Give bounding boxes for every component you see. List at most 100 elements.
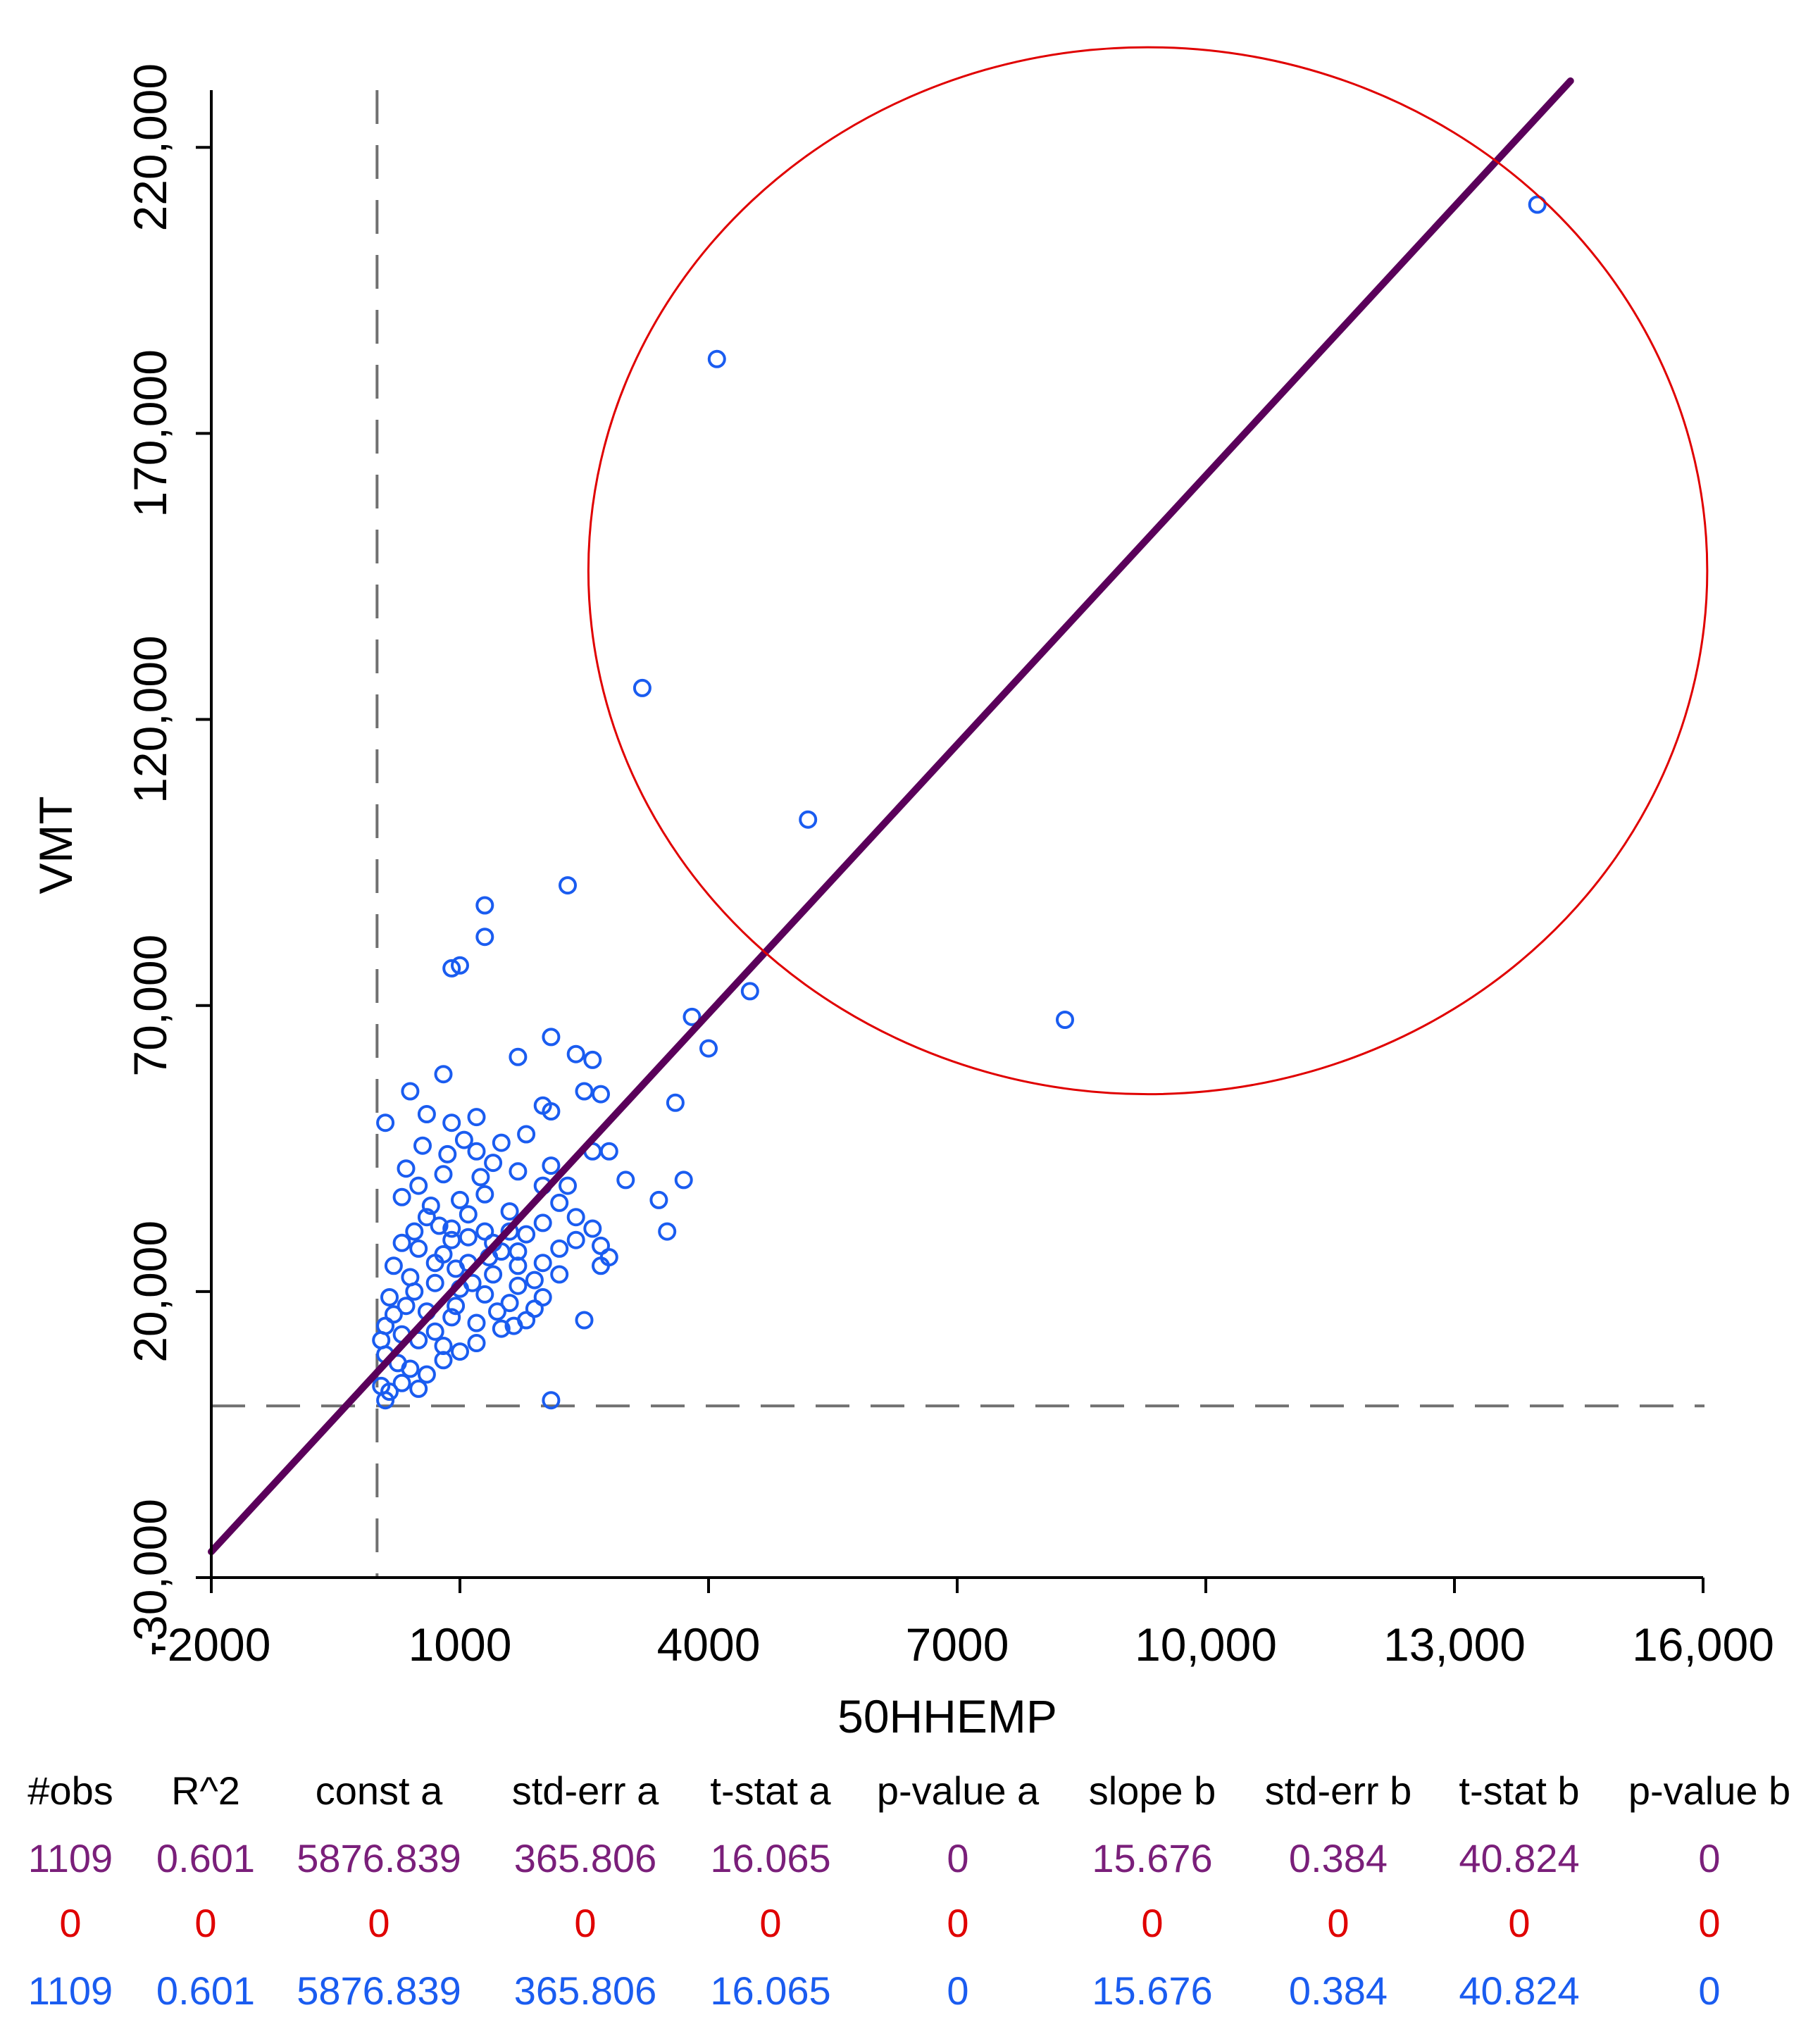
data-point xyxy=(405,1222,424,1241)
data-point xyxy=(550,1265,569,1284)
data-point xyxy=(397,1159,416,1178)
stats-all-cell: 0 xyxy=(947,1968,968,2013)
data-point xyxy=(674,1171,693,1190)
stats-header-cell: t-stat b xyxy=(1459,1768,1579,1813)
stats-header-cell: #obs xyxy=(27,1768,113,1813)
data-point xyxy=(666,1093,685,1112)
data-point xyxy=(509,1162,528,1181)
data-points xyxy=(372,195,1547,1410)
highlight-selection xyxy=(587,46,1709,1096)
data-point xyxy=(740,982,759,1001)
x-tick-label: 7000 xyxy=(906,1618,1009,1671)
data-point xyxy=(471,1168,490,1187)
stats-unselected-cell: 0 xyxy=(574,1901,596,1945)
stats-selected-cell: 5876.839 xyxy=(297,1836,461,1880)
data-point xyxy=(533,1213,552,1232)
stats-selected-cell: 0.601 xyxy=(156,1836,255,1880)
data-point xyxy=(500,1202,519,1221)
data-point xyxy=(583,1050,602,1069)
data-point xyxy=(413,1136,432,1155)
data-point xyxy=(467,1334,486,1352)
stats-unselected-cell: 0 xyxy=(1141,1901,1163,1945)
stats-header-cell: R^2 xyxy=(171,1768,240,1813)
data-point xyxy=(434,1165,453,1184)
y-tick-label: 220,000 xyxy=(124,63,176,232)
x-tick-label: 10,000 xyxy=(1135,1618,1277,1671)
data-point xyxy=(372,1330,391,1349)
data-point xyxy=(509,1047,528,1066)
data-point xyxy=(509,1256,528,1275)
data-point xyxy=(500,1294,519,1313)
data-point xyxy=(401,1359,420,1378)
stats-header-cell: const a xyxy=(316,1768,443,1813)
stats-unselected-cell: 0 xyxy=(759,1901,781,1945)
stats-header-cell: p-value a xyxy=(877,1768,1040,1813)
fit-line xyxy=(208,77,1574,1556)
data-point xyxy=(392,1187,411,1206)
data-point xyxy=(517,1125,536,1144)
y-tick-label: 70,000 xyxy=(124,935,176,1077)
data-point xyxy=(484,1265,503,1284)
data-point xyxy=(434,1351,453,1370)
data-point xyxy=(397,1297,416,1316)
data-point xyxy=(380,1382,399,1401)
data-point xyxy=(1056,1011,1074,1029)
data-point xyxy=(559,1176,577,1195)
data-point xyxy=(542,1028,561,1047)
x-tick-label: 16,000 xyxy=(1632,1618,1774,1671)
data-point xyxy=(504,1316,523,1335)
data-point xyxy=(417,1208,436,1227)
data-point xyxy=(599,1142,618,1161)
data-point xyxy=(550,1193,569,1212)
data-point xyxy=(559,876,577,895)
stats-unselected-cell: 0 xyxy=(194,1901,216,1945)
data-point xyxy=(376,1391,395,1410)
stats-header-cell: std-err a xyxy=(512,1768,659,1813)
stats-header-cell: p-value b xyxy=(1628,1768,1790,1813)
data-point xyxy=(451,1342,469,1361)
stats-selected-cell: 0.384 xyxy=(1289,1836,1388,1880)
data-point xyxy=(463,1273,482,1292)
y-tick-label: -30,000 xyxy=(124,1499,176,1656)
x-tick-label: 13,000 xyxy=(1383,1618,1526,1671)
y-tick-label: 20,000 xyxy=(124,1221,176,1363)
data-point xyxy=(509,1276,528,1295)
data-point xyxy=(525,1271,544,1290)
stats-unselected-cell: 0 xyxy=(59,1901,81,1945)
data-point xyxy=(451,1190,469,1209)
stats-all-cell: 1109 xyxy=(28,1968,113,2013)
x-tick-label: -2000 xyxy=(152,1618,271,1671)
data-point xyxy=(492,1319,511,1338)
stats-all-cell: 0.384 xyxy=(1289,1968,1388,2013)
data-point xyxy=(632,678,652,697)
stats-all-cell: 0.601 xyxy=(156,1968,255,2013)
x-tick-label: 4000 xyxy=(657,1618,761,1671)
data-point xyxy=(533,1288,552,1306)
y-tick-label: 170,000 xyxy=(124,349,176,518)
data-point xyxy=(575,1311,594,1330)
data-point xyxy=(475,1222,494,1241)
data-point xyxy=(409,1176,428,1195)
data-point xyxy=(682,1007,702,1026)
data-point xyxy=(488,1302,506,1321)
data-point xyxy=(430,1216,449,1235)
data-point xyxy=(421,1197,440,1215)
data-point xyxy=(1528,195,1547,214)
data-point xyxy=(492,1133,511,1152)
data-point xyxy=(484,1154,503,1173)
regression-line xyxy=(208,77,1574,1556)
stats-unselected-cell: 0 xyxy=(1327,1901,1349,1945)
data-point xyxy=(616,1171,635,1190)
stats-all-cell: 0 xyxy=(1698,1968,1720,2013)
x-tick-label: 1000 xyxy=(409,1618,512,1671)
stats-selected-cell: 0 xyxy=(947,1836,968,1880)
data-point xyxy=(592,1236,610,1255)
data-point xyxy=(566,1208,585,1227)
data-point xyxy=(384,1305,403,1324)
stats-selected-cell: 16.065 xyxy=(710,1836,830,1880)
data-point xyxy=(583,1219,602,1238)
data-point xyxy=(699,1039,718,1058)
data-point xyxy=(475,1185,494,1204)
data-point xyxy=(417,1365,436,1384)
data-point xyxy=(459,1228,478,1247)
